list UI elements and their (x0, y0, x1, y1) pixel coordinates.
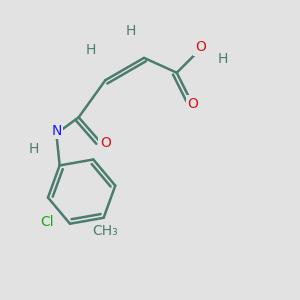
Text: H: H (125, 24, 136, 38)
Text: N: N (51, 124, 62, 138)
Text: H: H (29, 142, 39, 155)
Text: H: H (85, 44, 96, 57)
Text: O: O (188, 97, 199, 111)
Text: O: O (100, 136, 111, 150)
Text: CH₃: CH₃ (92, 224, 118, 238)
Text: O: O (195, 40, 206, 55)
Text: H: H (218, 52, 228, 66)
Text: Cl: Cl (40, 215, 54, 229)
